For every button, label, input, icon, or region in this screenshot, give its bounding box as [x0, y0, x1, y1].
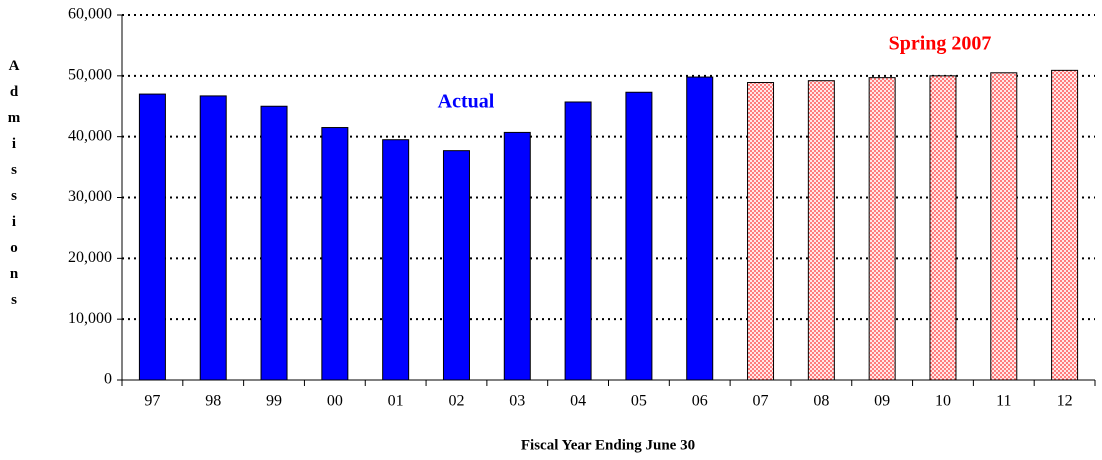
bar	[442, 150, 470, 381]
bar	[686, 76, 714, 381]
bar	[868, 77, 896, 381]
bar	[564, 101, 592, 381]
y-tick-label: 20,000	[68, 249, 112, 266]
bar	[260, 105, 288, 381]
bar	[1051, 69, 1079, 381]
y-tick-label: 30,000	[68, 188, 112, 205]
x-tick-label: 01	[388, 393, 404, 410]
x-tick-label: 09	[874, 393, 890, 410]
x-tick-label: 07	[753, 393, 769, 410]
bar	[807, 80, 835, 381]
x-tick-label: 99	[266, 393, 282, 410]
x-tick-label: 04	[570, 393, 586, 410]
bar	[747, 82, 775, 381]
y-tick-label: 60,000	[68, 6, 112, 23]
x-tick-label: 00	[327, 393, 343, 410]
y-tick-label: 0	[104, 371, 112, 388]
bar	[199, 95, 227, 381]
bar	[625, 91, 653, 381]
y-tick-label: 50,000	[68, 67, 112, 84]
x-tick-label: 05	[631, 393, 647, 410]
x-tick-label: 03	[509, 393, 525, 410]
x-tick-label: 98	[205, 393, 221, 410]
x-tick-label: 11	[996, 393, 1011, 410]
y-tick-label: 40,000	[68, 127, 112, 144]
x-tick-label: 08	[813, 393, 829, 410]
bar	[382, 139, 410, 381]
x-tick-label: 12	[1057, 393, 1073, 410]
bar	[929, 75, 957, 381]
x-axis-label: Fiscal Year Ending June 30	[521, 437, 695, 453]
bar	[321, 127, 349, 381]
bar	[990, 72, 1018, 381]
bar	[138, 93, 166, 381]
y-label-box: Admissions	[6, 58, 22, 318]
x-tick-label: 02	[448, 393, 464, 410]
series-label: Actual	[438, 91, 495, 113]
y-tick-label: 10,000	[68, 310, 112, 327]
x-tick-label: 97	[144, 393, 160, 410]
y-axis-label: Admissions	[6, 58, 22, 318]
x-tick-label: 06	[692, 393, 708, 410]
series-label: Spring 2007	[889, 33, 992, 55]
x-tick-label: 10	[935, 393, 951, 410]
bar	[503, 131, 531, 381]
